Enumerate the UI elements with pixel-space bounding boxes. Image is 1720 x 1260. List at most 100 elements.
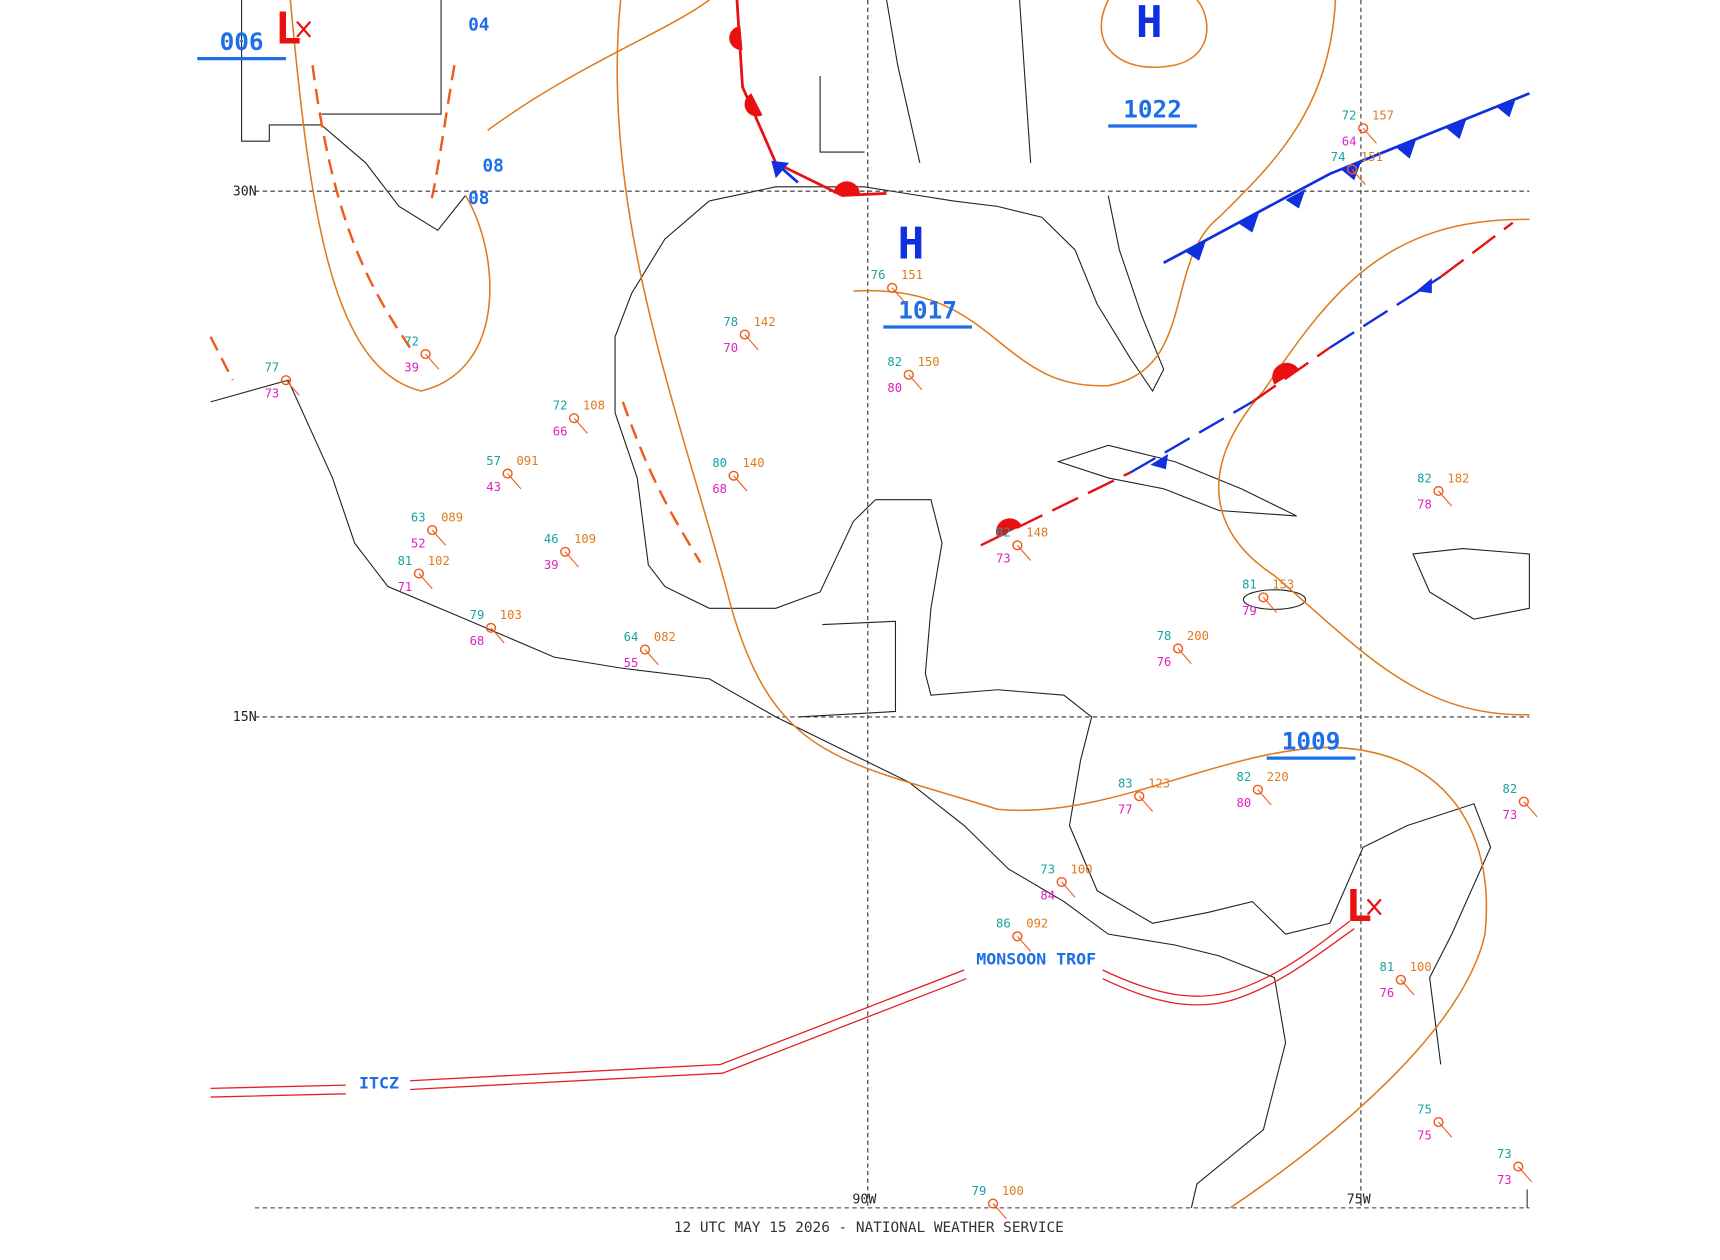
station bbox=[1012, 931, 1023, 942]
station-pressure: 151 bbox=[1361, 150, 1383, 164]
station bbox=[1513, 1161, 1524, 1172]
wind-barb bbox=[891, 287, 906, 304]
wind-barb bbox=[1351, 169, 1366, 186]
station bbox=[502, 468, 513, 479]
dewpoint: 68 bbox=[712, 482, 727, 496]
station bbox=[1172, 643, 1184, 654]
dewpoint: 80 bbox=[1237, 796, 1252, 810]
wind-barb bbox=[431, 529, 446, 546]
front-symbol bbox=[995, 518, 1022, 538]
wind-barb bbox=[425, 353, 440, 370]
station bbox=[1433, 1117, 1444, 1128]
feature-label: ITCZ bbox=[359, 1074, 399, 1093]
graticule bbox=[254, 0, 1530, 1209]
gulf-coast bbox=[709, 186, 1165, 393]
dewpoint: 39 bbox=[544, 558, 559, 572]
dewpoint: 73 bbox=[1503, 808, 1518, 822]
trough bbox=[621, 401, 702, 564]
station-pressure: 123 bbox=[1148, 777, 1170, 791]
dewpoint: 79 bbox=[1242, 604, 1257, 618]
station-pressure: 103 bbox=[500, 608, 522, 622]
station bbox=[1134, 791, 1145, 802]
coastlines bbox=[210, 0, 1530, 1208]
station bbox=[485, 622, 497, 633]
south-america bbox=[1329, 803, 1492, 1065]
dewpoint: 80 bbox=[887, 381, 902, 395]
front-symbol bbox=[1272, 362, 1299, 385]
front-symbol bbox=[1239, 212, 1259, 233]
isobar-label: 1009 bbox=[1282, 728, 1341, 756]
station-pressure: 142 bbox=[754, 315, 776, 329]
temperature: 86 bbox=[996, 917, 1011, 931]
station-pressure: 082 bbox=[654, 630, 676, 644]
lat-label: 15N bbox=[233, 710, 257, 725]
isobar bbox=[1100, 0, 1208, 68]
station bbox=[413, 568, 425, 579]
dewpoint: 64 bbox=[1342, 135, 1357, 149]
wind-barb bbox=[573, 417, 588, 434]
temperature: 77 bbox=[265, 361, 280, 375]
temperature: 81 bbox=[398, 554, 413, 568]
station bbox=[903, 369, 914, 380]
wind-barb bbox=[1257, 789, 1272, 806]
temperature: 64 bbox=[624, 630, 639, 644]
stationary-front bbox=[1439, 221, 1514, 278]
temperature: 81 bbox=[1242, 578, 1257, 592]
wind-barb bbox=[908, 374, 923, 391]
wind-barb bbox=[564, 551, 579, 568]
cold-front bbox=[1162, 92, 1530, 265]
cuba bbox=[1056, 444, 1297, 517]
wind-barb bbox=[744, 334, 759, 351]
low-symbol: L bbox=[275, 4, 302, 54]
station-pressure: 148 bbox=[1026, 526, 1048, 540]
wind-barb bbox=[992, 1203, 1007, 1220]
temperature: 73 bbox=[1497, 1147, 1512, 1161]
trough bbox=[209, 336, 234, 381]
dewpoint: 43 bbox=[486, 480, 501, 494]
temperature: 79 bbox=[470, 608, 485, 622]
dewpoint: 71 bbox=[398, 580, 413, 594]
dewpoint: 84 bbox=[1040, 888, 1055, 902]
low-mark bbox=[296, 21, 312, 38]
wind-barb bbox=[1016, 544, 1032, 561]
station-pressure: 102 bbox=[428, 554, 450, 568]
wind-barb bbox=[1138, 795, 1153, 812]
station bbox=[1252, 784, 1264, 795]
station-pressure: 151 bbox=[901, 268, 923, 282]
dewpoint: 78 bbox=[1417, 497, 1432, 511]
station-pressure: 100 bbox=[1071, 862, 1093, 876]
station bbox=[1056, 876, 1067, 888]
temperature: 46 bbox=[544, 532, 559, 546]
isobar bbox=[487, 0, 710, 131]
temperature: 78 bbox=[1157, 629, 1172, 643]
isobar-label: 08 bbox=[468, 189, 489, 209]
isobar-label: 08 bbox=[482, 157, 503, 177]
front-symbol bbox=[729, 26, 743, 51]
station-pressure: 100 bbox=[1002, 1184, 1024, 1198]
itcz-line bbox=[210, 928, 1355, 1098]
station-pressure: 092 bbox=[1026, 917, 1048, 931]
lon-label: 75W bbox=[1347, 1193, 1371, 1208]
isobar bbox=[1218, 218, 1530, 716]
pressure-value: 1022 bbox=[1123, 96, 1182, 124]
isobar bbox=[616, 0, 1488, 1209]
temperature: 57 bbox=[486, 454, 501, 468]
wind-barb bbox=[1262, 597, 1278, 613]
station-pressure: 220 bbox=[1267, 770, 1289, 784]
stationary-front bbox=[1329, 275, 1442, 349]
station bbox=[1258, 592, 1269, 603]
feature-label: MONSOON TROF bbox=[976, 950, 1096, 969]
front-symbol bbox=[833, 181, 861, 196]
high-symbol: H bbox=[898, 219, 925, 269]
temperature: 83 bbox=[1118, 777, 1133, 791]
lon-label: 90W bbox=[852, 1193, 876, 1208]
temperature: 75 bbox=[1417, 1102, 1432, 1116]
low-symbol: L bbox=[1345, 882, 1372, 932]
station bbox=[1357, 123, 1369, 134]
station bbox=[1346, 164, 1358, 175]
station bbox=[1433, 485, 1444, 497]
wind-barb bbox=[1438, 1121, 1453, 1138]
trough bbox=[428, 64, 456, 207]
wind-barb bbox=[644, 649, 659, 666]
